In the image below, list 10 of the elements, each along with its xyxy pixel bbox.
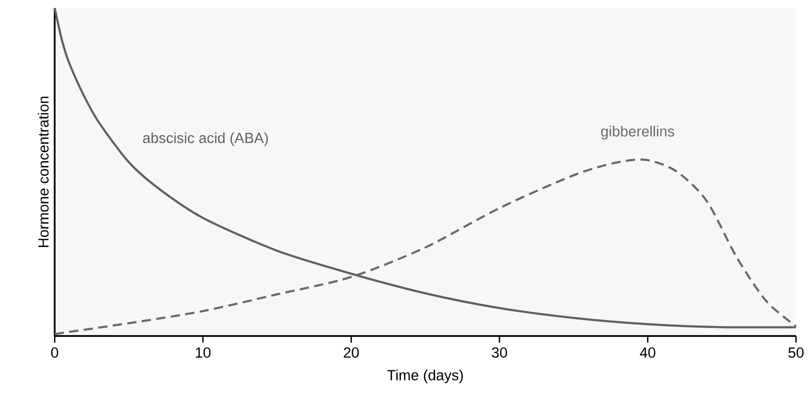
x-tick-label: 40 (640, 347, 656, 358)
x-tick-label: 10 (196, 347, 211, 358)
y-axis-title: Hormone concentration (38, 96, 49, 247)
x-axis-title: Time (days) (387, 370, 463, 384)
series-label: abscisic acid (ABA) (143, 132, 268, 146)
x-tick-label: 0 (51, 347, 58, 358)
series-label: gibberellins (601, 126, 674, 140)
x-tick-label: 20 (344, 347, 359, 358)
x-tick-label: 30 (492, 347, 508, 358)
x-tick-label: 50 (788, 347, 804, 358)
